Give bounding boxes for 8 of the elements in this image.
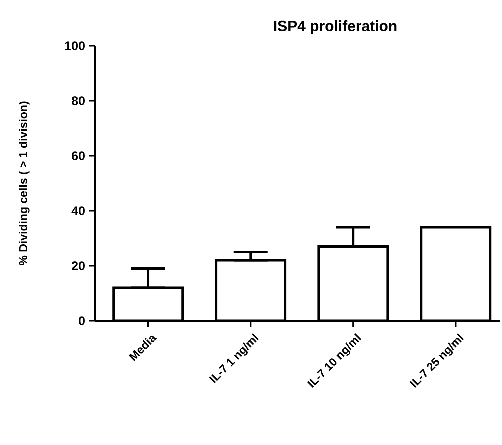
y-tick-label: 60 (72, 152, 85, 160)
y-tick-label: 40 (72, 206, 85, 216)
y-tick-label: 80 (72, 96, 85, 106)
y-axis-title: % Dividing cells ( > 1 division) (19, 102, 30, 266)
y-tick-label: 100 (65, 42, 85, 50)
y-tick-label: 20 (72, 262, 85, 270)
y-tick-label: 0 (79, 316, 85, 326)
chart-title: ISP4 proliferation (274, 20, 397, 34)
